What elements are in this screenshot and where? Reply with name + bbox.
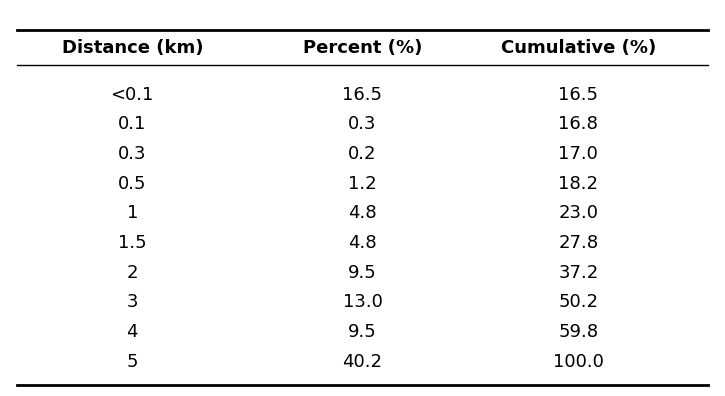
Text: 3: 3: [127, 293, 138, 311]
Text: 100.0: 100.0: [553, 352, 604, 371]
Text: 1.5: 1.5: [118, 234, 146, 252]
Text: Percent (%): Percent (%): [303, 39, 422, 57]
Text: 59.8: 59.8: [558, 323, 598, 341]
Text: 0.3: 0.3: [118, 145, 146, 163]
Text: 0.2: 0.2: [348, 145, 377, 163]
Text: Cumulative (%): Cumulative (%): [501, 39, 656, 57]
Text: 0.1: 0.1: [118, 115, 146, 133]
Text: 16.5: 16.5: [558, 86, 598, 103]
Text: 0.3: 0.3: [348, 115, 377, 133]
Text: 4: 4: [127, 323, 138, 341]
Text: 1: 1: [127, 204, 138, 222]
Text: 40.2: 40.2: [342, 352, 383, 371]
Text: 17.0: 17.0: [558, 145, 598, 163]
Text: 2: 2: [127, 264, 138, 282]
Text: 9.5: 9.5: [348, 264, 377, 282]
Text: <0.1: <0.1: [111, 86, 154, 103]
Text: 9.5: 9.5: [348, 323, 377, 341]
Text: 16.8: 16.8: [558, 115, 598, 133]
Text: 50.2: 50.2: [558, 293, 598, 311]
Text: 4.8: 4.8: [348, 204, 377, 222]
Text: 23.0: 23.0: [558, 204, 598, 222]
Text: 0.5: 0.5: [118, 175, 146, 192]
Text: 27.8: 27.8: [558, 234, 598, 252]
Text: 37.2: 37.2: [558, 264, 598, 282]
Text: 1.2: 1.2: [348, 175, 377, 192]
Text: 5: 5: [127, 352, 138, 371]
Text: 4.8: 4.8: [348, 234, 377, 252]
Text: Distance (km): Distance (km): [62, 39, 203, 57]
Text: 13.0: 13.0: [342, 293, 382, 311]
Text: 16.5: 16.5: [342, 86, 383, 103]
Text: 18.2: 18.2: [558, 175, 598, 192]
